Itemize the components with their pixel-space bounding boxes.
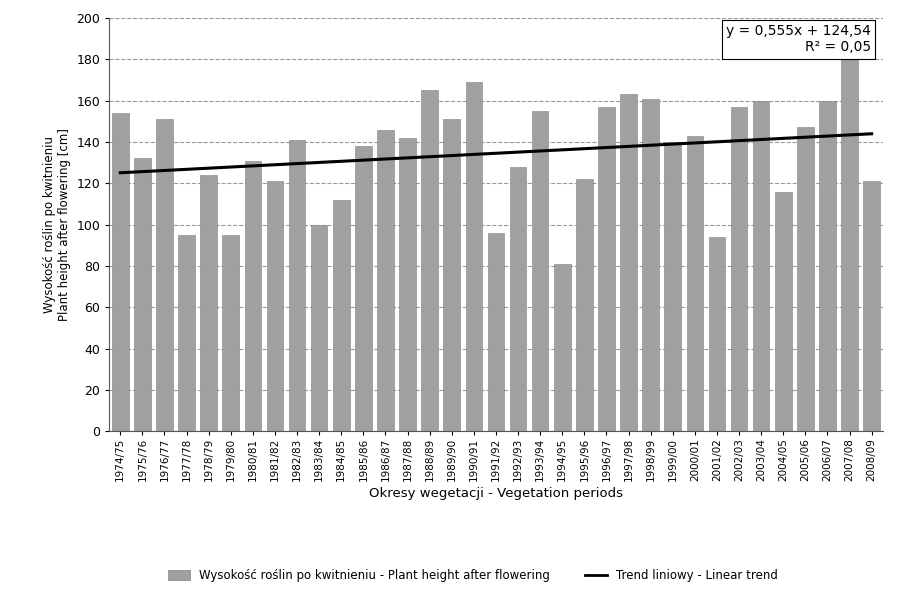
- Bar: [288, 140, 306, 431]
- Bar: [753, 101, 770, 431]
- X-axis label: Okresy wegetacji - Vegetation periods: Okresy wegetacji - Vegetation periods: [369, 487, 623, 500]
- Bar: [333, 200, 349, 431]
- Bar: [377, 129, 394, 431]
- Bar: [443, 119, 460, 431]
- Bar: [664, 142, 681, 431]
- Bar: [621, 95, 637, 431]
- Bar: [466, 82, 482, 431]
- Bar: [245, 161, 261, 431]
- Bar: [355, 146, 371, 431]
- Bar: [157, 119, 173, 431]
- Bar: [178, 235, 195, 431]
- Legend: Wysokość roślin po kwitnieniu - Plant height after flowering, Trend liniowy - Li: Wysokość roślin po kwitnieniu - Plant he…: [164, 565, 783, 587]
- Bar: [731, 107, 747, 431]
- Bar: [775, 192, 792, 431]
- Bar: [222, 235, 239, 431]
- Bar: [819, 101, 835, 431]
- Bar: [642, 99, 659, 431]
- Text: y = 0,555x + 124,54
R² = 0,05: y = 0,555x + 124,54 R² = 0,05: [726, 24, 871, 55]
- Bar: [864, 181, 880, 431]
- Bar: [554, 264, 571, 431]
- Y-axis label: Wysokość roślin po kwitnieniu
Plant height after flowering [cm]: Wysokość roślin po kwitnieniu Plant heig…: [43, 128, 71, 321]
- Bar: [841, 59, 858, 431]
- Bar: [421, 90, 438, 431]
- Bar: [399, 138, 416, 431]
- Bar: [267, 181, 283, 431]
- Bar: [488, 233, 504, 431]
- Bar: [576, 179, 592, 431]
- Bar: [686, 136, 703, 431]
- Bar: [797, 128, 814, 431]
- Bar: [598, 107, 615, 431]
- Bar: [112, 113, 128, 431]
- Bar: [134, 159, 151, 431]
- Bar: [311, 225, 328, 431]
- Bar: [709, 237, 725, 431]
- Bar: [510, 167, 526, 431]
- Bar: [200, 175, 217, 431]
- Bar: [531, 111, 549, 431]
